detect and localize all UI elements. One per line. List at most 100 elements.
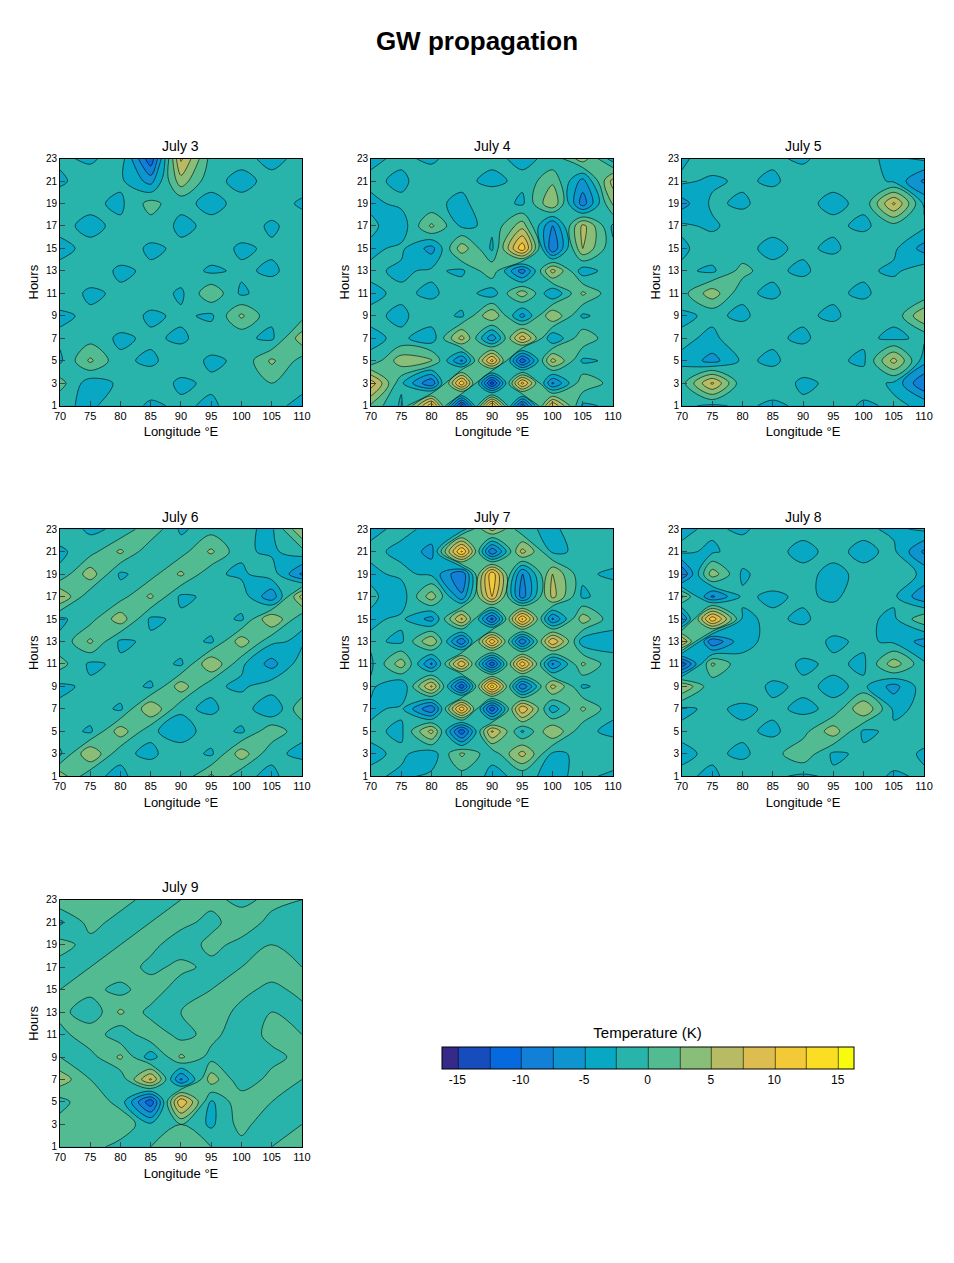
svg-text:7: 7 <box>674 333 680 344</box>
svg-text:80: 80 <box>425 780 437 792</box>
svg-text:80: 80 <box>114 410 126 422</box>
svg-text:105: 105 <box>263 410 281 422</box>
svg-text:1: 1 <box>674 400 680 411</box>
svg-text:5: 5 <box>674 355 680 366</box>
svg-text:Hours: Hours <box>648 264 663 299</box>
svg-text:21: 21 <box>357 176 369 187</box>
svg-text:90: 90 <box>797 410 809 422</box>
svg-text:23: 23 <box>46 894 58 905</box>
svg-text:80: 80 <box>114 1151 126 1163</box>
svg-text:3: 3 <box>51 1119 57 1130</box>
svg-text:100: 100 <box>543 410 561 422</box>
svg-text:13: 13 <box>357 265 369 276</box>
svg-text:11: 11 <box>358 658 369 669</box>
svg-text:Hours: Hours <box>337 264 352 299</box>
svg-text:11: 11 <box>358 288 369 299</box>
svg-text:-10: -10 <box>512 1073 530 1087</box>
svg-text:19: 19 <box>668 198 680 209</box>
svg-text:Longitude °E: Longitude °E <box>455 424 530 439</box>
svg-text:9: 9 <box>51 681 57 692</box>
svg-text:100: 100 <box>543 780 561 792</box>
svg-text:85: 85 <box>456 410 468 422</box>
svg-text:75: 75 <box>395 780 407 792</box>
svg-text:23: 23 <box>668 153 680 164</box>
svg-text:23: 23 <box>357 524 369 535</box>
svg-text:Longitude °E: Longitude °E <box>144 424 219 439</box>
svg-text:13: 13 <box>357 636 369 647</box>
svg-text:85: 85 <box>767 410 779 422</box>
svg-text:11: 11 <box>47 1029 58 1040</box>
svg-text:15: 15 <box>357 614 369 625</box>
svg-text:13: 13 <box>668 636 680 647</box>
svg-text:11: 11 <box>47 288 58 299</box>
svg-text:21: 21 <box>46 917 58 928</box>
svg-text:95: 95 <box>827 410 839 422</box>
svg-text:13: 13 <box>46 636 58 647</box>
svg-text:19: 19 <box>668 569 680 580</box>
svg-text:110: 110 <box>915 780 933 792</box>
svg-text:1: 1 <box>674 771 680 782</box>
svg-text:90: 90 <box>486 780 498 792</box>
svg-text:15: 15 <box>46 243 58 254</box>
svg-text:1: 1 <box>51 400 57 411</box>
svg-text:Hours: Hours <box>648 635 663 670</box>
svg-text:5: 5 <box>51 355 57 366</box>
svg-text:75: 75 <box>84 410 96 422</box>
svg-text:17: 17 <box>46 220 58 231</box>
svg-text:105: 105 <box>885 410 903 422</box>
svg-text:July 6: July 6 <box>162 509 199 525</box>
svg-text:110: 110 <box>604 780 622 792</box>
svg-text:95: 95 <box>516 780 528 792</box>
svg-text:5: 5 <box>362 355 368 366</box>
svg-text:15: 15 <box>46 614 58 625</box>
svg-text:70: 70 <box>676 780 688 792</box>
svg-text:9: 9 <box>51 310 57 321</box>
svg-text:9: 9 <box>674 310 680 321</box>
svg-text:13: 13 <box>46 265 58 276</box>
svg-text:75: 75 <box>706 780 718 792</box>
svg-text:1: 1 <box>362 400 368 411</box>
svg-text:0: 0 <box>644 1073 651 1087</box>
svg-text:70: 70 <box>54 410 66 422</box>
svg-text:-5: -5 <box>579 1073 590 1087</box>
svg-text:75: 75 <box>84 780 96 792</box>
svg-text:7: 7 <box>51 1074 57 1085</box>
svg-text:23: 23 <box>357 153 369 164</box>
svg-text:3: 3 <box>362 748 368 759</box>
svg-text:11: 11 <box>669 658 680 669</box>
svg-text:17: 17 <box>357 591 369 602</box>
svg-text:90: 90 <box>797 780 809 792</box>
svg-text:Longitude °E: Longitude °E <box>455 795 530 810</box>
svg-text:July 4: July 4 <box>474 138 511 154</box>
svg-text:7: 7 <box>362 333 368 344</box>
svg-text:11: 11 <box>669 288 680 299</box>
svg-text:1: 1 <box>51 1141 57 1152</box>
svg-text:95: 95 <box>205 1151 217 1163</box>
svg-text:110: 110 <box>293 1151 311 1163</box>
svg-text:3: 3 <box>51 378 57 389</box>
svg-text:105: 105 <box>263 1151 281 1163</box>
svg-text:70: 70 <box>365 780 377 792</box>
svg-text:110: 110 <box>293 410 311 422</box>
svg-text:17: 17 <box>668 591 680 602</box>
svg-text:Hours: Hours <box>337 635 352 670</box>
svg-text:100: 100 <box>232 1151 250 1163</box>
svg-text:Longitude °E: Longitude °E <box>144 795 219 810</box>
svg-text:Longitude °E: Longitude °E <box>766 424 841 439</box>
svg-text:21: 21 <box>668 546 680 557</box>
svg-text:75: 75 <box>706 410 718 422</box>
svg-text:95: 95 <box>205 410 217 422</box>
svg-text:1: 1 <box>51 771 57 782</box>
svg-text:110: 110 <box>915 410 933 422</box>
svg-text:21: 21 <box>46 176 58 187</box>
svg-text:9: 9 <box>362 681 368 692</box>
svg-text:85: 85 <box>456 780 468 792</box>
svg-text:5: 5 <box>51 1096 57 1107</box>
svg-text:July 5: July 5 <box>785 138 822 154</box>
svg-text:17: 17 <box>46 591 58 602</box>
svg-text:July 7: July 7 <box>474 509 511 525</box>
svg-text:3: 3 <box>674 748 680 759</box>
svg-text:85: 85 <box>145 1151 157 1163</box>
svg-text:100: 100 <box>232 410 250 422</box>
svg-text:5: 5 <box>362 726 368 737</box>
